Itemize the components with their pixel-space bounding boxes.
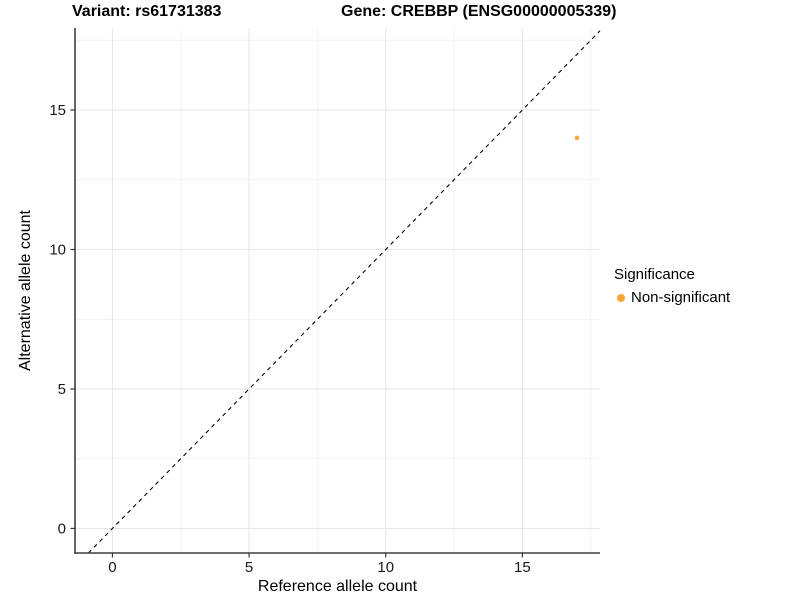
x-tick-label: 5: [245, 559, 253, 576]
legend-title: Significance: [614, 266, 695, 283]
y-tick-label: 15: [49, 102, 66, 119]
variant-title: Variant: rs61731383: [72, 3, 222, 20]
legend-item: Non-significant: [614, 289, 730, 306]
x-tick-label: 15: [514, 559, 531, 576]
legend-item-label: Non-significant: [631, 289, 731, 306]
legend: Significance Non-significant: [614, 266, 730, 306]
y-axis-title: Alternative allele count: [17, 209, 34, 371]
x-axis-title: Reference allele count: [258, 578, 418, 595]
x-tick-label: 0: [108, 559, 116, 576]
legend-point-icon: [617, 293, 625, 302]
y-tick-label: 10: [49, 241, 66, 258]
y-tick-label: 0: [58, 520, 66, 537]
gene-title: Gene: CREBBP (ENSG00000005339): [341, 3, 617, 20]
x-tick-label: 10: [377, 559, 394, 576]
identity-line: [87, 30, 601, 554]
y-tick-label: 5: [58, 381, 66, 398]
data-point: [574, 135, 580, 141]
